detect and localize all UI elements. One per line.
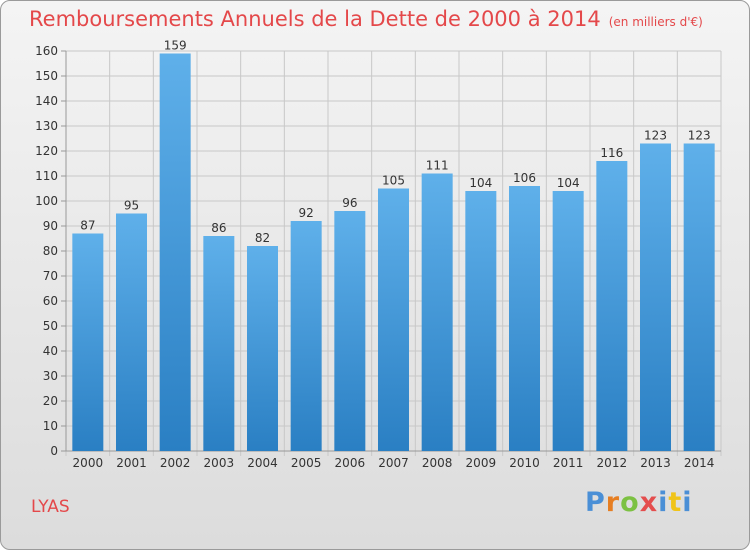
bar <box>509 186 540 451</box>
y-tick-label: 30 <box>43 369 58 383</box>
data-label: 104 <box>469 176 492 190</box>
logo-letter: t <box>668 487 683 518</box>
y-tick-label: 20 <box>43 394 58 408</box>
bars <box>72 53 715 451</box>
logo-letter: x <box>639 487 659 518</box>
bar <box>116 213 147 451</box>
x-tick-label: 2009 <box>466 456 497 470</box>
chart-title: Remboursements Annuels de la Dette de 20… <box>29 7 703 31</box>
bar <box>596 161 628 451</box>
logo-letter: i <box>658 487 669 518</box>
logo-letter: P <box>585 487 606 518</box>
tick-labels: 0 10 20 30 40 50 60 70 80 90 100 110 120 130 140 150 160… <box>35 44 714 470</box>
data-label: 106 <box>513 171 536 185</box>
y-tick-label: 120 <box>35 144 58 158</box>
x-tick-label: 2014 <box>684 456 715 470</box>
bar <box>552 191 584 451</box>
x-tick-label: 2012 <box>597 456 628 470</box>
y-tick-label: 140 <box>35 94 58 108</box>
bar <box>203 236 235 451</box>
x-tick-label: 2002 <box>160 456 191 470</box>
x-tick-label: 2008 <box>422 456 453 470</box>
x-tick-label: 2003 <box>204 456 235 470</box>
data-label: 86 <box>211 221 226 235</box>
data-label: 123 <box>688 129 711 143</box>
data-label: 92 <box>299 206 314 220</box>
y-tick-label: 90 <box>43 219 58 233</box>
x-tick-label: 2000 <box>73 456 104 470</box>
x-tick-label: 2001 <box>116 456 147 470</box>
bar <box>72 233 104 451</box>
data-label: 87 <box>80 219 95 233</box>
bar <box>421 173 453 451</box>
logo-letter: o <box>620 487 640 518</box>
data-label: 105 <box>382 174 405 188</box>
data-label: 159 <box>164 39 187 53</box>
y-tick-label: 40 <box>43 344 58 358</box>
y-tick-label: 0 <box>50 444 58 458</box>
y-tick-label: 160 <box>35 44 58 58</box>
bar <box>640 143 671 451</box>
data-label: 96 <box>342 196 357 210</box>
bar <box>683 143 715 451</box>
x-tick-label: 2010 <box>509 456 540 470</box>
commune-name: LYAS <box>31 497 70 517</box>
data-label: 111 <box>426 159 449 173</box>
data-label: 123 <box>644 129 667 143</box>
x-tick-label: 2006 <box>335 456 366 470</box>
data-label: 116 <box>600 146 623 160</box>
bar <box>334 211 366 451</box>
logo-letter: i <box>682 487 693 518</box>
x-tick-label: 2004 <box>247 456 278 470</box>
x-tick-label: 2005 <box>291 456 322 470</box>
y-tick-label: 10 <box>43 419 58 433</box>
data-label: 82 <box>255 231 270 245</box>
x-tick-label: 2013 <box>640 456 671 470</box>
bar <box>465 191 497 451</box>
y-tick-label: 60 <box>43 294 58 308</box>
chart-title-text: Remboursements Annuels de la Dette de 20… <box>29 7 601 31</box>
x-tick-label: 2007 <box>378 456 409 470</box>
proxiti-logo: Proxiti <box>585 487 693 518</box>
bar <box>247 246 278 451</box>
bar <box>159 53 191 451</box>
bar <box>290 221 322 451</box>
logo-letter: r <box>605 487 621 518</box>
data-label: 104 <box>557 176 580 190</box>
y-tick-label: 100 <box>35 194 58 208</box>
y-tick-label: 70 <box>43 269 58 283</box>
x-tick-label: 2011 <box>553 456 584 470</box>
y-tick-label: 150 <box>35 69 58 83</box>
bar <box>378 188 409 451</box>
y-tick-label: 110 <box>35 169 58 183</box>
data-labels: 87 95 159 86 82 92 96 105 111 104 106 104 116 123 123 <box>80 39 710 246</box>
y-tick-label: 80 <box>43 244 58 258</box>
chart-unit: (en milliers d'€) <box>608 15 703 29</box>
y-tick-label: 130 <box>35 119 58 133</box>
data-label: 95 <box>124 199 139 213</box>
y-tick-label: 50 <box>43 319 58 333</box>
